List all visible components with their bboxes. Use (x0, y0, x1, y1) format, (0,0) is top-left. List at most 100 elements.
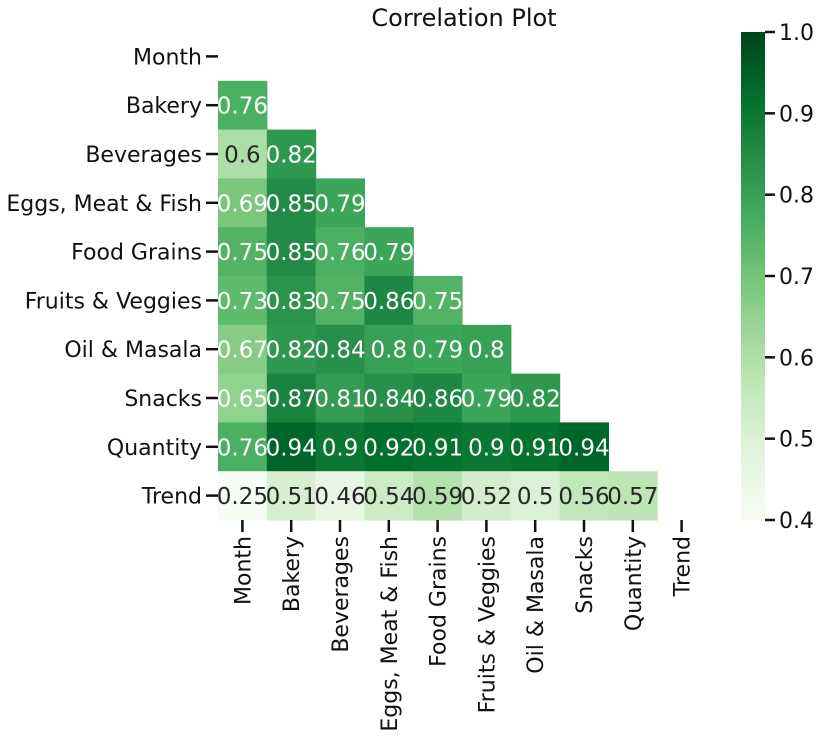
chart-title: Correlation Plot (371, 4, 556, 32)
cell-value-label: 0.82 (266, 143, 317, 169)
heatmap-cells (218, 80, 658, 521)
y-tick-label-snacks: Snacks (124, 387, 202, 412)
cell-value-label: 0.76 (217, 94, 268, 120)
heatmap-cell-trend-month (218, 471, 268, 521)
cell-value-label: 0.92 (363, 435, 414, 461)
heatmap-cell-quantity-bakery (266, 422, 317, 472)
y-axis: Month Bakery Beverages Eggs, Meat & Fish Foo… (6, 45, 218, 510)
heatmap-cell-fruits-and-veggies-eggs-meat-and-fish (364, 276, 414, 326)
cell-value-label: 0.79 (363, 240, 414, 266)
cell-value-label: 0.9 (322, 435, 359, 461)
cell-value-label: 0.57 (607, 484, 658, 510)
cell-value-label: 0.91 (412, 435, 463, 461)
y-tick-label-food-grains: Food Grains (71, 241, 202, 266)
heatmap-cell-trend-quantity (608, 471, 658, 521)
y-tick-label-quantity: Quantity (107, 436, 202, 461)
heatmap-cell-bakery-month (218, 80, 268, 131)
cell-value-label: 0.75 (314, 289, 365, 315)
heatmap-cell-snacks-month (218, 373, 268, 423)
cell-value-label: 0.91 (510, 435, 561, 461)
cell-value-label: 0.6 (224, 143, 261, 169)
cell-value-label: 0.85 (266, 191, 317, 217)
cell-value-label: 0.8 (371, 338, 408, 364)
heatmap-cell-quantity-food-grains (413, 422, 463, 472)
heatmap-cell-trend-bakery (266, 471, 317, 521)
heatmap-cell-food-grains-beverages (315, 227, 365, 277)
heatmap-cell-snacks-eggs-meat-and-fish (364, 373, 414, 423)
heatmap-cell-trend-snacks (559, 471, 609, 521)
cell-value-label: 0.67 (217, 338, 268, 364)
y-tick-label-beverages: Beverages (85, 143, 202, 168)
cell-value-label: 0.94 (266, 435, 317, 461)
heatmap-cell-fruits-and-veggies-month (218, 276, 268, 326)
heatmap-cell-quantity-month (218, 422, 268, 472)
colorbar-tick-label: 0.9 (779, 102, 814, 127)
cell-value-label: 0.54 (363, 484, 414, 510)
x-tick-label-month: Month (231, 536, 256, 605)
x-tick-label-quantity: Quantity (622, 536, 647, 631)
cell-value-label: 0.84 (314, 338, 365, 364)
y-tick-label-eggs-meat-and-fish: Eggs, Meat & Fish (6, 192, 202, 217)
cell-value-label: 0.83 (266, 289, 317, 315)
colorbar-gradient (741, 32, 765, 520)
x-tick-label-snacks: Snacks (573, 536, 598, 614)
x-tick-label-eggs-meat-and-fish: Eggs, Meat & Fish (378, 536, 403, 732)
cell-value-label: 0.84 (363, 387, 414, 413)
heatmap-cell-quantity-beverages (315, 422, 365, 472)
x-axis: Month Bakery Beverages Eggs, Meat & Fish Foo… (231, 520, 696, 732)
heatmap-cell-quantity-fruits-and-veggies (462, 422, 512, 472)
cell-value-label: 0.75 (217, 240, 268, 266)
heatmap-cell-snacks-beverages (315, 373, 365, 423)
cell-value-label: 0.82 (510, 387, 561, 413)
heatmap-cell-food-grains-month (218, 227, 268, 277)
cell-value-label: 0.56 (558, 484, 609, 510)
cell-value-label: 0.79 (461, 387, 512, 413)
cell-value-label: 0.9 (468, 435, 505, 461)
heatmap-cell-quantity-oil-and-masala (510, 422, 561, 472)
y-tick-label-oil-and-masala: Oil & Masala (64, 338, 202, 363)
heatmap-cell-eggs-meat-and-fish-beverages (315, 178, 365, 228)
heatmap-cell-oil-and-masala-eggs-meat-and-fish (364, 324, 414, 375)
x-tick-label-food-grains: Food Grains (427, 536, 452, 667)
x-tick-label-bakery: Bakery (280, 536, 305, 612)
cell-value-label: 0.65 (217, 387, 268, 413)
colorbar: 0.4 0.5 0.6 0.7 0.8 0.9 1.0 (741, 21, 814, 534)
y-tick-label-month: Month (133, 45, 202, 70)
cell-value-label: 0.75 (412, 289, 463, 315)
cell-value-label: 0.73 (217, 289, 268, 315)
heatmap-cell-trend-beverages (315, 471, 365, 521)
cell-value-label: 0.25 (217, 484, 268, 510)
cell-value-label: 0.79 (314, 191, 365, 217)
heatmap-cell-fruits-and-veggies-food-grains (413, 276, 463, 326)
heatmap-cell-labels: 0.760.6 0.820.690.850.790.750.850.760.790… (217, 94, 659, 510)
heatmap-cell-snacks-food-grains (413, 373, 463, 423)
heatmap-cell-oil-and-masala-food-grains (413, 324, 463, 375)
cell-value-label: 0.86 (412, 387, 463, 413)
heatmap-cell-food-grains-bakery (266, 227, 317, 277)
colorbar-tick-label: 0.8 (779, 184, 814, 209)
heatmap-cell-oil-and-masala-bakery (266, 324, 317, 375)
x-tick-label-beverages: Beverages (329, 536, 354, 653)
cell-value-label: 0.87 (266, 387, 317, 413)
heatmap-cell-eggs-meat-and-fish-bakery (266, 178, 317, 228)
cell-value-label: 0.86 (363, 289, 414, 315)
heatmap-cell-trend-eggs-meat-and-fish (364, 471, 414, 521)
heatmap-cell-fruits-and-veggies-beverages (315, 276, 365, 326)
heatmap-cell-trend-oil-and-masala (510, 471, 561, 521)
x-tick-label-fruits-and-veggies: Fruits & Veggies (475, 536, 500, 713)
y-tick-label-bakery: Bakery (126, 94, 202, 119)
heatmap-cell-quantity-snacks (559, 422, 609, 472)
cell-value-label: 0.52 (461, 484, 512, 510)
colorbar-tick-label: 0.6 (779, 346, 814, 371)
heatmap-cell-trend-food-grains (413, 471, 463, 521)
y-tick-label-fruits-and-veggies: Fruits & Veggies (25, 289, 202, 314)
heatmap-cell-quantity-eggs-meat-and-fish (364, 422, 414, 472)
colorbar-tick-label: 0.5 (779, 428, 814, 453)
cell-value-label: 0.51 (266, 484, 317, 510)
heatmap-cell-fruits-and-veggies-bakery (266, 276, 317, 326)
colorbar-tick-label: 1.0 (779, 21, 814, 46)
x-tick-label-trend: Trend (671, 536, 696, 597)
cell-value-label: 0.46 (314, 484, 365, 510)
x-tick-label-oil-and-masala: Oil & Masala (524, 536, 549, 674)
